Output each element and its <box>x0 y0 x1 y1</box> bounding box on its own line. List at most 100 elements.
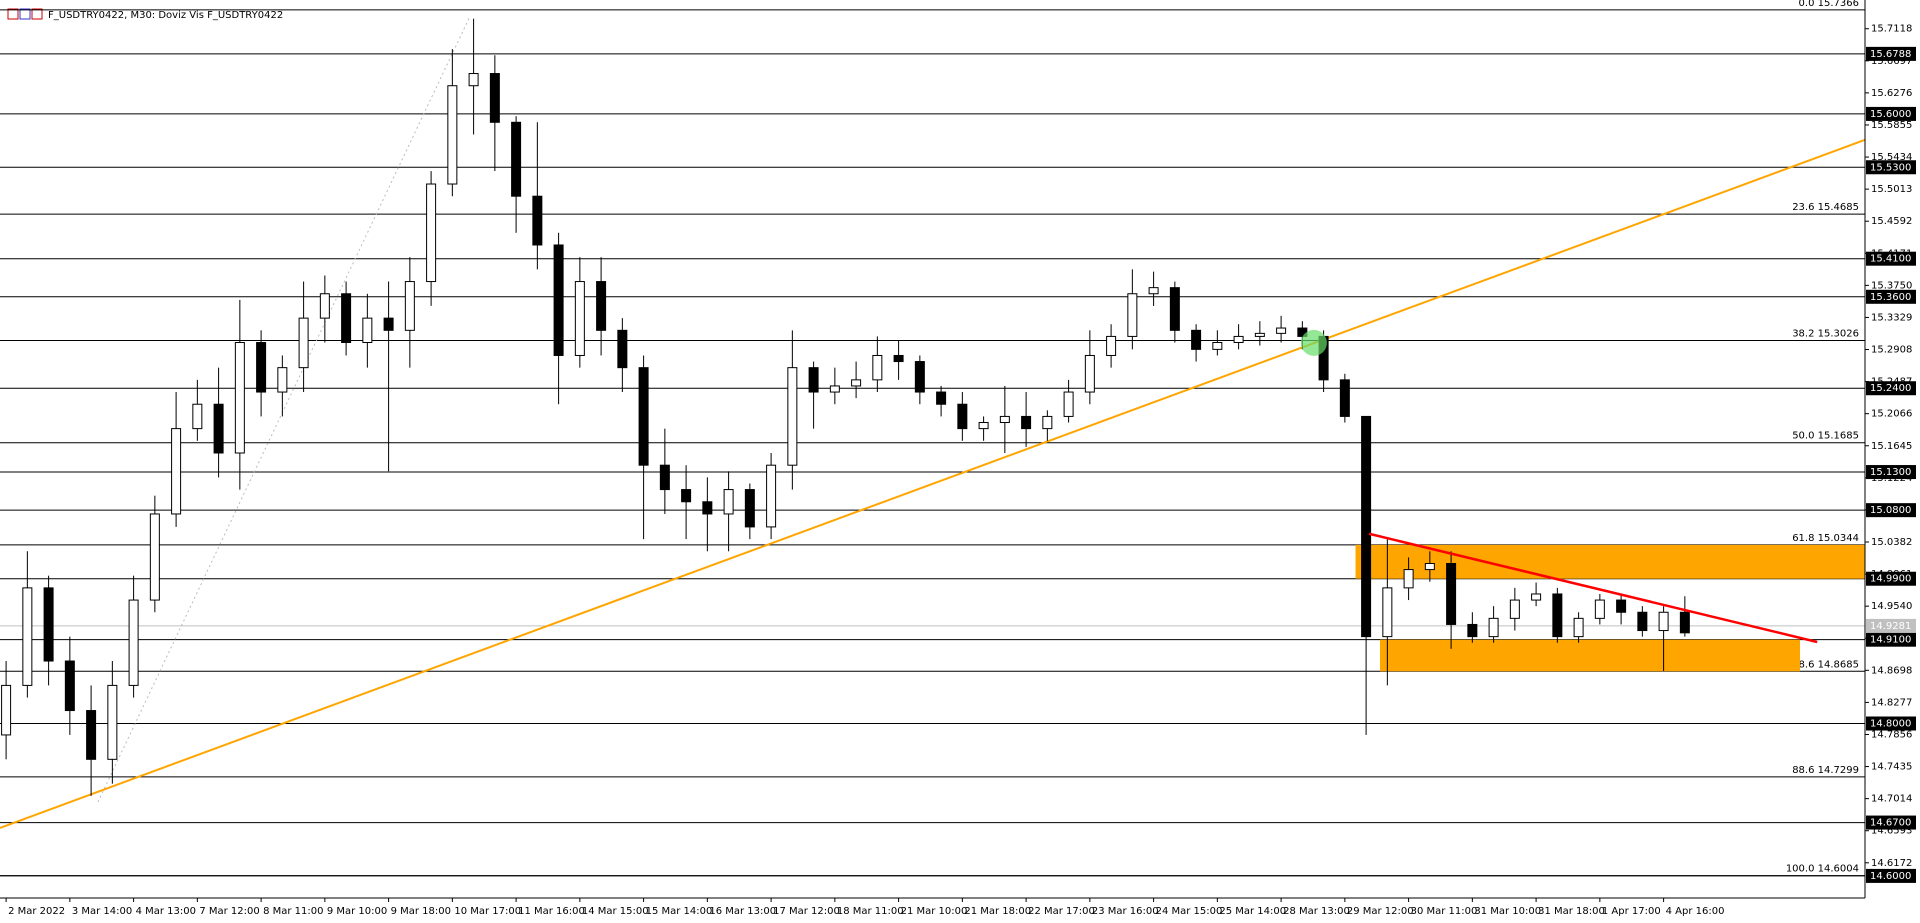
level-label: 15.2400 <box>1870 383 1911 394</box>
x-tick-label: 30 Mar 11:00 <box>1411 906 1478 917</box>
candle-body <box>511 121 522 197</box>
candle-body <box>1254 332 1265 337</box>
candle-body <box>1148 287 1159 295</box>
candle-body <box>681 489 692 503</box>
candle-body <box>1084 354 1095 393</box>
candle-body <box>1509 599 1520 619</box>
candle-body <box>787 367 798 466</box>
candle-body <box>1361 415 1372 638</box>
x-tick-label: 4 Apr 16:00 <box>1666 906 1725 917</box>
x-tick-label: 1 Apr 17:00 <box>1602 906 1661 917</box>
candle-body <box>829 385 840 393</box>
candle-body <box>362 317 373 344</box>
level-tag <box>1866 868 1916 883</box>
candle-body <box>234 342 245 454</box>
candle-body <box>1106 335 1117 356</box>
candle-body <box>744 489 755 528</box>
y-tick-label: 14.6593 <box>1871 826 1912 837</box>
y-tick-label: 15.1645 <box>1871 441 1912 452</box>
candle-body <box>1382 587 1393 638</box>
fib-label: 100.0 14.6004 <box>1786 864 1859 875</box>
level-tag <box>1866 716 1916 731</box>
x-tick-label: 2 Mar 2022 <box>8 906 65 917</box>
fib-label: 88.6 14.7299 <box>1792 765 1859 776</box>
candle-body <box>1042 415 1053 430</box>
candle-body <box>192 403 203 430</box>
candle-body <box>107 684 118 760</box>
candle-body <box>86 710 97 760</box>
fib-price: 15.4685 <box>1818 202 1859 213</box>
x-tick-label: 10 Mar 17:00 <box>454 906 521 917</box>
candle-body <box>723 489 734 515</box>
candle-body <box>1127 293 1138 337</box>
y-tick-label: 15.2908 <box>1871 345 1912 356</box>
candle-body <box>1573 617 1584 638</box>
candle-body <box>383 317 394 331</box>
level-label: 15.5300 <box>1870 162 1911 173</box>
level-label: 14.9100 <box>1870 635 1911 646</box>
candle-body <box>936 391 947 405</box>
x-tick-label: 9 Mar 18:00 <box>391 906 451 917</box>
fib-label: 23.6 15.4685 <box>1792 202 1859 213</box>
x-tick-label: 23 Mar 16:00 <box>1092 906 1159 917</box>
x-tick-label: 3 Mar 14:00 <box>72 906 132 917</box>
level-tag <box>1866 289 1916 304</box>
candle-body <box>277 367 288 393</box>
fib-price: 15.3026 <box>1818 329 1859 340</box>
fib-ratio: 78.6 <box>1792 659 1814 670</box>
candle-body <box>1594 599 1605 619</box>
y-tick-label: 14.8698 <box>1871 665 1912 676</box>
candle-body <box>1021 415 1032 430</box>
fib-price: 14.8685 <box>1818 659 1859 670</box>
fib-ratio: 50.0 <box>1792 431 1814 442</box>
x-tick-label: 24 Mar 15:00 <box>1156 906 1223 917</box>
candle-body <box>341 293 352 344</box>
candle-body <box>851 379 862 387</box>
candle-body <box>532 195 543 246</box>
x-tick-label: 22 Mar 17:00 <box>1028 906 1095 917</box>
candle-body <box>1531 593 1542 601</box>
candle-body <box>1679 611 1690 634</box>
candle-body <box>574 281 585 356</box>
candle-body <box>1424 562 1435 571</box>
x-tick-label: 14 Mar 15:00 <box>582 906 649 917</box>
y-tick-label: 15.7118 <box>1871 24 1912 35</box>
fib-ratio: 88.6 <box>1792 765 1814 776</box>
x-tick-label: 15 Mar 14:00 <box>646 906 713 917</box>
candle-body <box>1233 335 1244 344</box>
candle-body <box>1169 287 1180 331</box>
level-tag <box>1866 815 1916 830</box>
candle-body <box>1403 569 1414 589</box>
highlight-marker <box>1300 329 1327 356</box>
fib-label: 38.2 15.3026 <box>1792 329 1859 340</box>
level-label: 15.4100 <box>1870 254 1911 265</box>
candle-body <box>638 367 649 466</box>
candle-body <box>64 660 75 712</box>
y-tick-label: 14.7856 <box>1871 729 1912 740</box>
y-tick-label: 14.7435 <box>1871 762 1912 773</box>
candle-body <box>872 354 883 381</box>
candle-body <box>22 587 33 686</box>
fib-price: 15.7366 <box>1818 0 1859 9</box>
candle-body <box>1552 593 1563 638</box>
x-tick-label: 18 Mar 11:00 <box>837 906 904 917</box>
fib-ratio: 61.8 <box>1792 533 1814 544</box>
x-tick-label: 25 Mar 14:00 <box>1219 906 1286 917</box>
fib-ratio: 38.2 <box>1792 329 1814 340</box>
x-tick-label: 17 Mar 12:00 <box>773 906 840 917</box>
fib-label: 61.8 15.0344 <box>1792 533 1859 544</box>
fib-ratio: 23.6 <box>1792 202 1814 213</box>
candle-body <box>171 428 182 515</box>
candle-body <box>447 85 458 185</box>
level-label: 15.1300 <box>1870 467 1911 478</box>
candle-body <box>1339 379 1350 417</box>
candle-body <box>1616 599 1627 613</box>
x-tick-label: 29 Mar 12:00 <box>1347 906 1414 917</box>
x-tick-label: 4 Mar 13:00 <box>136 906 196 917</box>
fib-ratio: 0.0 <box>1799 0 1815 9</box>
y-tick-label: 15.2066 <box>1871 409 1912 420</box>
candle-body <box>128 599 139 686</box>
y-tick-label: 15.3750 <box>1871 280 1912 291</box>
